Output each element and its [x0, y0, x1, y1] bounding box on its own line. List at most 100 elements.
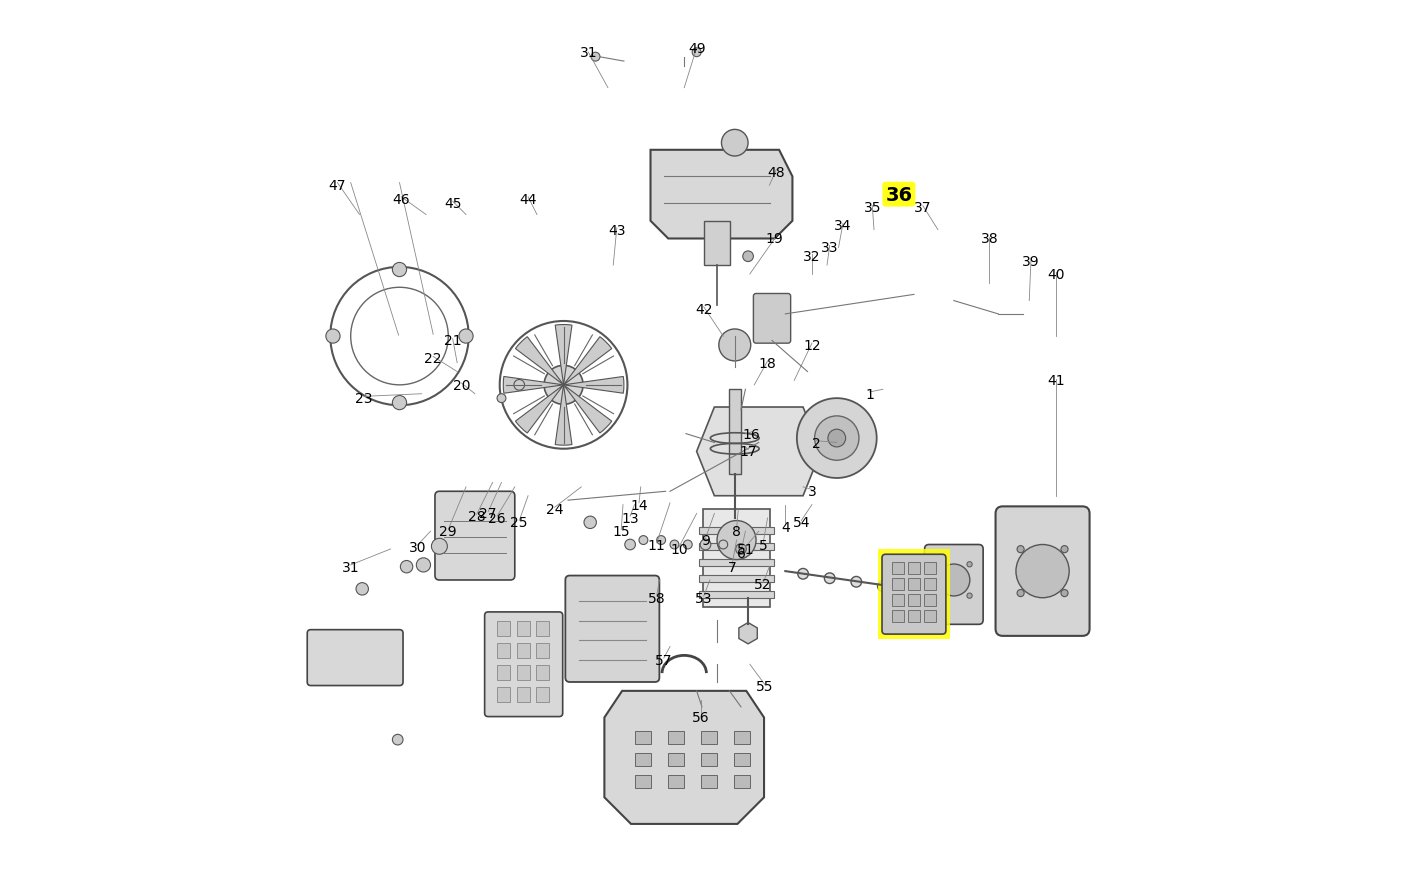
Bar: [892, 610, 904, 622]
Text: 10: 10: [670, 542, 687, 556]
Text: 18: 18: [759, 356, 776, 370]
Text: 19: 19: [766, 232, 783, 246]
FancyBboxPatch shape: [878, 549, 951, 639]
Bar: [516, 688, 531, 703]
Text: 31: 31: [341, 560, 360, 574]
Bar: [700, 575, 773, 582]
Text: 8: 8: [732, 525, 741, 539]
Circle shape: [545, 366, 583, 405]
Text: 4: 4: [780, 520, 790, 534]
Bar: [892, 563, 904, 574]
Text: 28: 28: [468, 509, 485, 524]
Circle shape: [935, 562, 941, 567]
Bar: [635, 731, 652, 744]
Text: 41: 41: [1047, 374, 1065, 388]
Circle shape: [814, 416, 859, 461]
Text: 39: 39: [1022, 254, 1040, 268]
Text: 52: 52: [755, 578, 772, 592]
Text: 14: 14: [631, 498, 648, 512]
Circle shape: [700, 540, 711, 550]
Circle shape: [670, 540, 679, 549]
Bar: [924, 595, 935, 606]
Bar: [892, 595, 904, 606]
FancyBboxPatch shape: [753, 294, 790, 344]
Circle shape: [639, 536, 648, 545]
Circle shape: [967, 562, 972, 567]
Text: 27: 27: [480, 507, 497, 521]
Bar: [497, 621, 511, 636]
FancyBboxPatch shape: [308, 630, 404, 686]
Bar: [700, 543, 773, 550]
Text: 48: 48: [768, 166, 786, 180]
Text: 32: 32: [803, 250, 821, 264]
Text: 34: 34: [834, 219, 852, 233]
Text: 17: 17: [739, 445, 756, 459]
Polygon shape: [604, 691, 763, 824]
Bar: [536, 621, 549, 636]
Text: 38: 38: [981, 232, 998, 246]
Bar: [536, 688, 549, 703]
Wedge shape: [563, 377, 624, 393]
Bar: [516, 665, 531, 680]
FancyBboxPatch shape: [996, 507, 1089, 636]
Bar: [729, 390, 741, 474]
Circle shape: [718, 540, 728, 549]
Text: 5: 5: [759, 538, 768, 552]
Bar: [700, 591, 773, 598]
Wedge shape: [504, 377, 563, 393]
Circle shape: [1017, 590, 1024, 597]
Text: 47: 47: [329, 179, 346, 193]
Circle shape: [742, 252, 753, 262]
Bar: [669, 731, 684, 744]
Bar: [536, 665, 549, 680]
Bar: [701, 775, 717, 789]
Bar: [700, 559, 773, 566]
Bar: [924, 579, 935, 590]
Bar: [700, 527, 773, 534]
Text: 58: 58: [648, 591, 666, 605]
Bar: [734, 775, 749, 789]
Polygon shape: [650, 151, 793, 239]
Wedge shape: [563, 338, 612, 385]
Circle shape: [967, 594, 972, 599]
Polygon shape: [697, 408, 821, 496]
Text: 46: 46: [392, 192, 411, 206]
Circle shape: [797, 399, 876, 478]
Circle shape: [514, 380, 525, 391]
Text: 53: 53: [696, 591, 713, 605]
Text: 22: 22: [425, 352, 442, 366]
FancyBboxPatch shape: [703, 509, 770, 607]
Circle shape: [721, 130, 748, 157]
Circle shape: [392, 734, 404, 745]
Text: 25: 25: [511, 516, 528, 530]
Text: 29: 29: [439, 525, 457, 539]
Circle shape: [1016, 545, 1070, 598]
Circle shape: [735, 544, 746, 555]
Text: 44: 44: [519, 192, 536, 206]
Bar: [924, 610, 935, 622]
Bar: [701, 731, 717, 744]
Text: 35: 35: [864, 201, 880, 215]
Text: 26: 26: [488, 511, 507, 525]
Text: 12: 12: [803, 338, 821, 353]
Bar: [701, 753, 717, 766]
Bar: [516, 621, 531, 636]
Text: 1: 1: [865, 387, 873, 401]
Circle shape: [1061, 590, 1068, 597]
Circle shape: [497, 394, 507, 403]
Text: 54: 54: [793, 516, 810, 530]
FancyBboxPatch shape: [882, 555, 945, 634]
Circle shape: [938, 564, 969, 596]
Bar: [704, 222, 731, 266]
Circle shape: [416, 558, 430, 572]
Circle shape: [401, 561, 413, 573]
Text: 31: 31: [580, 46, 597, 60]
Text: 37: 37: [914, 201, 931, 215]
FancyBboxPatch shape: [566, 576, 659, 682]
Circle shape: [824, 573, 835, 584]
Circle shape: [797, 569, 809, 579]
Circle shape: [356, 583, 368, 595]
Circle shape: [1061, 546, 1068, 553]
Bar: [497, 688, 511, 703]
Text: 11: 11: [648, 538, 666, 552]
